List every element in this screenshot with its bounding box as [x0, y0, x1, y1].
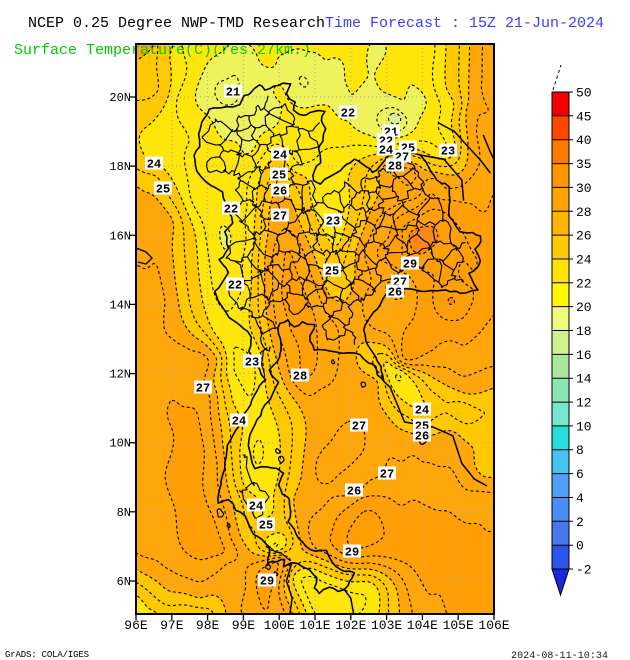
- svg-text:100E: 100E: [264, 618, 295, 633]
- svg-text:21: 21: [226, 86, 240, 100]
- svg-text:29: 29: [403, 258, 417, 272]
- svg-text:6: 6: [576, 467, 584, 482]
- svg-text:26: 26: [576, 229, 592, 244]
- svg-text:23: 23: [326, 215, 340, 229]
- svg-text:2024-08-11-10:34: 2024-08-11-10:34: [511, 651, 608, 660]
- svg-text:18: 18: [576, 324, 592, 339]
- svg-text:45: 45: [576, 109, 592, 124]
- svg-text:NCEP 0.25 Degree NWP-TMD Resea: NCEP 0.25 Degree NWP-TMD Research: [28, 15, 325, 32]
- svg-text:105E: 105E: [443, 618, 474, 633]
- svg-text:28: 28: [388, 160, 402, 174]
- svg-text:26: 26: [347, 485, 361, 499]
- svg-text:27: 27: [352, 420, 366, 434]
- svg-text:-2: -2: [576, 563, 592, 578]
- svg-text:12: 12: [576, 396, 592, 411]
- svg-text:8: 8: [576, 443, 584, 458]
- svg-text:25: 25: [272, 169, 286, 183]
- svg-text:103E: 103E: [371, 618, 402, 633]
- svg-text:2: 2: [576, 515, 584, 530]
- svg-text:26: 26: [415, 430, 429, 444]
- svg-text:0: 0: [576, 539, 584, 554]
- svg-text:29: 29: [345, 546, 359, 560]
- svg-text:50: 50: [576, 86, 592, 101]
- svg-text:24: 24: [415, 404, 429, 418]
- svg-text:106E: 106E: [478, 618, 509, 633]
- svg-text:26: 26: [388, 286, 402, 300]
- svg-text:104E: 104E: [407, 618, 438, 633]
- svg-text:101E: 101E: [299, 618, 330, 633]
- svg-text:10N: 10N: [109, 437, 131, 451]
- svg-text:98E: 98E: [196, 618, 220, 633]
- svg-text:24: 24: [273, 149, 287, 163]
- svg-text:25: 25: [156, 183, 170, 197]
- svg-text:28: 28: [293, 370, 307, 384]
- svg-text:20: 20: [576, 300, 592, 315]
- svg-text:25: 25: [259, 519, 273, 533]
- svg-text:24: 24: [249, 500, 263, 514]
- svg-text:22: 22: [341, 107, 355, 121]
- svg-text:23: 23: [245, 356, 259, 370]
- svg-text:27: 27: [196, 382, 210, 396]
- svg-text:29: 29: [260, 575, 274, 589]
- svg-text:97E: 97E: [160, 618, 184, 633]
- svg-text:24: 24: [576, 253, 592, 268]
- svg-text:24: 24: [379, 144, 393, 158]
- svg-text:25: 25: [325, 265, 339, 279]
- svg-text:22: 22: [224, 203, 238, 217]
- svg-text:10: 10: [576, 419, 592, 434]
- svg-text:99E: 99E: [232, 618, 256, 633]
- svg-text:96E: 96E: [124, 618, 148, 633]
- svg-text:12N: 12N: [109, 368, 131, 382]
- svg-text:27: 27: [380, 468, 394, 482]
- svg-text:14: 14: [576, 372, 592, 387]
- svg-text:8N: 8N: [117, 506, 131, 520]
- svg-text:22: 22: [228, 279, 242, 293]
- svg-text:40: 40: [576, 133, 592, 148]
- svg-text:28: 28: [576, 205, 592, 220]
- svg-text:Surface Temperature(C)(res.27k: Surface Temperature(C)(res.27km.): [14, 42, 311, 59]
- svg-text:GrADS: COLA/IGES: GrADS: COLA/IGES: [5, 650, 89, 660]
- svg-text:24: 24: [232, 415, 246, 429]
- svg-text:6N: 6N: [117, 575, 131, 589]
- svg-text:4: 4: [576, 491, 584, 506]
- svg-text:20N: 20N: [109, 91, 131, 105]
- svg-text:18N: 18N: [109, 160, 131, 174]
- svg-text:35: 35: [576, 157, 592, 172]
- svg-text:24: 24: [147, 158, 161, 172]
- svg-text:23: 23: [441, 145, 455, 159]
- svg-text:22: 22: [576, 276, 592, 291]
- svg-text:14N: 14N: [109, 298, 131, 312]
- svg-text:102E: 102E: [335, 618, 366, 633]
- svg-text:16: 16: [576, 348, 592, 363]
- svg-text:26: 26: [273, 185, 287, 199]
- svg-text:16N: 16N: [109, 229, 131, 243]
- svg-text:30: 30: [576, 181, 592, 196]
- svg-text:Time Forecast : 15Z 21-Jun-202: Time Forecast : 15Z 21-Jun-2024: [325, 15, 604, 32]
- svg-text:27: 27: [273, 210, 287, 224]
